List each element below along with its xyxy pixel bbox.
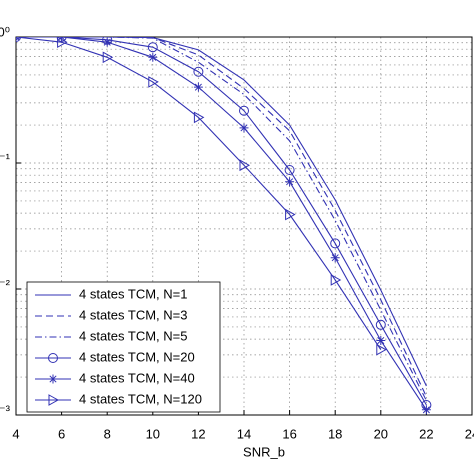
marker	[193, 66, 204, 77]
x-tick-label: 20	[374, 426, 388, 441]
y-tick-label: 10⁻¹	[0, 150, 11, 165]
series-line	[16, 37, 427, 387]
marker	[16, 37, 23, 41]
marker	[330, 253, 340, 263]
marker	[239, 105, 249, 116]
marker	[330, 274, 342, 286]
legend-label: 4 states TCM, N=20	[79, 349, 195, 364]
marker	[48, 353, 58, 363]
legend-label: 4 states TCM, N=40	[79, 370, 195, 385]
series-line	[16, 37, 427, 406]
marker	[102, 51, 114, 64]
x-tick-label: 24	[465, 426, 474, 441]
marker	[147, 42, 158, 53]
marker	[148, 76, 159, 88]
x-tick-label: 12	[191, 426, 205, 441]
marker	[48, 394, 60, 406]
marker	[102, 37, 112, 47]
series-line	[16, 37, 427, 401]
marker	[285, 208, 296, 221]
plot-frame	[15, 36, 473, 416]
marker	[376, 343, 387, 356]
x-tick-label: 16	[282, 426, 296, 441]
legend-label: 4 states TCM, N=3	[79, 307, 188, 322]
legend-label: 4 states TCM, N=120	[79, 391, 202, 406]
x-tick-label: 10	[146, 426, 160, 441]
marker	[285, 177, 295, 187]
marker	[57, 37, 68, 49]
marker	[48, 374, 58, 384]
marker	[148, 52, 158, 62]
legend-box	[26, 281, 221, 413]
y-tick-label: 10⁻²	[0, 276, 11, 291]
series-line	[16, 37, 427, 397]
marker	[376, 336, 386, 346]
plot-lines	[16, 37, 432, 415]
y-tick-label: 10⁻³	[0, 402, 11, 417]
marker	[193, 82, 203, 92]
x-axis-label: SNR_b	[243, 444, 285, 459]
legend-label: 4 states TCM, N=1	[79, 286, 188, 301]
marker	[239, 159, 251, 172]
marker	[239, 123, 249, 133]
series-line	[16, 37, 382, 350]
marker	[421, 405, 431, 415]
legend-label: 4 states TCM, N=5	[79, 328, 188, 343]
y-tick-label: 10⁰	[0, 24, 10, 39]
marker	[57, 37, 67, 42]
marker	[375, 319, 386, 330]
x-tick-label: 6	[58, 426, 65, 441]
marker	[193, 111, 205, 124]
x-tick-label: 18	[328, 426, 342, 441]
marker	[284, 164, 295, 175]
x-tick-label: 14	[237, 426, 251, 441]
x-tick-label: 8	[104, 426, 111, 441]
series-line	[16, 37, 427, 411]
x-tick-label: 22	[419, 426, 433, 441]
marker	[330, 238, 341, 249]
x-tick-label: 4	[12, 426, 19, 441]
